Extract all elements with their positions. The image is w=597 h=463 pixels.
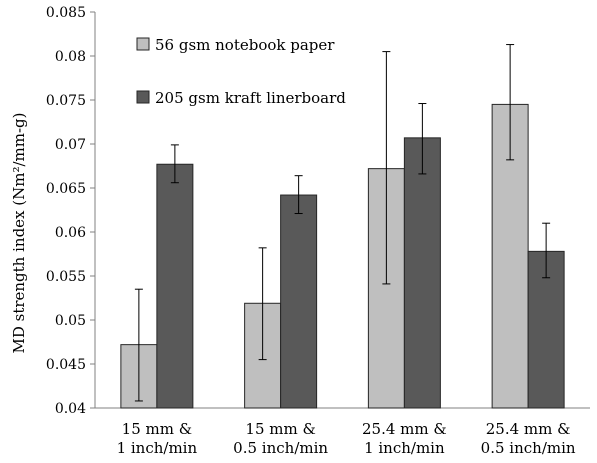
bars — [120, 103, 565, 409]
error-bars — [134, 44, 551, 402]
y-tick-label: 0.06 — [55, 225, 86, 241]
y-axis-label: MD strength index (Nm²/mm-g) — [10, 112, 28, 353]
y-axis-ticks: 0.04 0.045 0.05 0.055 0.06 0.065 0.07 0.075 0.08… — [46, 5, 95, 417]
y-tick-label: 0.07 — [55, 137, 86, 153]
legend-swatch — [136, 37, 150, 51]
x-category-label: 25.4 mm & 1 inch/min — [362, 420, 447, 457]
y-tick-label: 0.085 — [46, 5, 86, 21]
x-category-label: 15 mm & 0.5 inch/min — [233, 420, 328, 457]
legend-swatch — [136, 90, 150, 104]
bar-kraft-linerboard — [403, 137, 441, 409]
y-tick-label: 0.05 — [55, 313, 86, 329]
y-tick-label: 0.075 — [46, 93, 86, 109]
x-axis-labels: 15 mm & 1 inch/min 15 mm & 0.5 inch/min 25.4… — [117, 420, 576, 457]
legend: 56 gsm notebook paper 205 gsm kraft liner… — [136, 36, 346, 107]
y-tick-label: 0.08 — [55, 49, 86, 65]
legend-label: 205 gsm kraft linerboard — [155, 89, 346, 107]
y-tick-label: 0.055 — [46, 269, 86, 285]
y-tick-label: 0.045 — [46, 357, 86, 373]
bar-kraft-linerboard — [156, 163, 194, 409]
y-tick-label: 0.065 — [46, 181, 86, 197]
y-tick-label: 0.04 — [55, 401, 86, 417]
bar-kraft-linerboard — [280, 194, 318, 409]
x-category-label: 25.4 mm & 0.5 inch/min — [481, 420, 576, 457]
legend-label: 56 gsm notebook paper — [155, 36, 335, 54]
x-category-label: 15 mm & 1 inch/min — [117, 420, 198, 457]
